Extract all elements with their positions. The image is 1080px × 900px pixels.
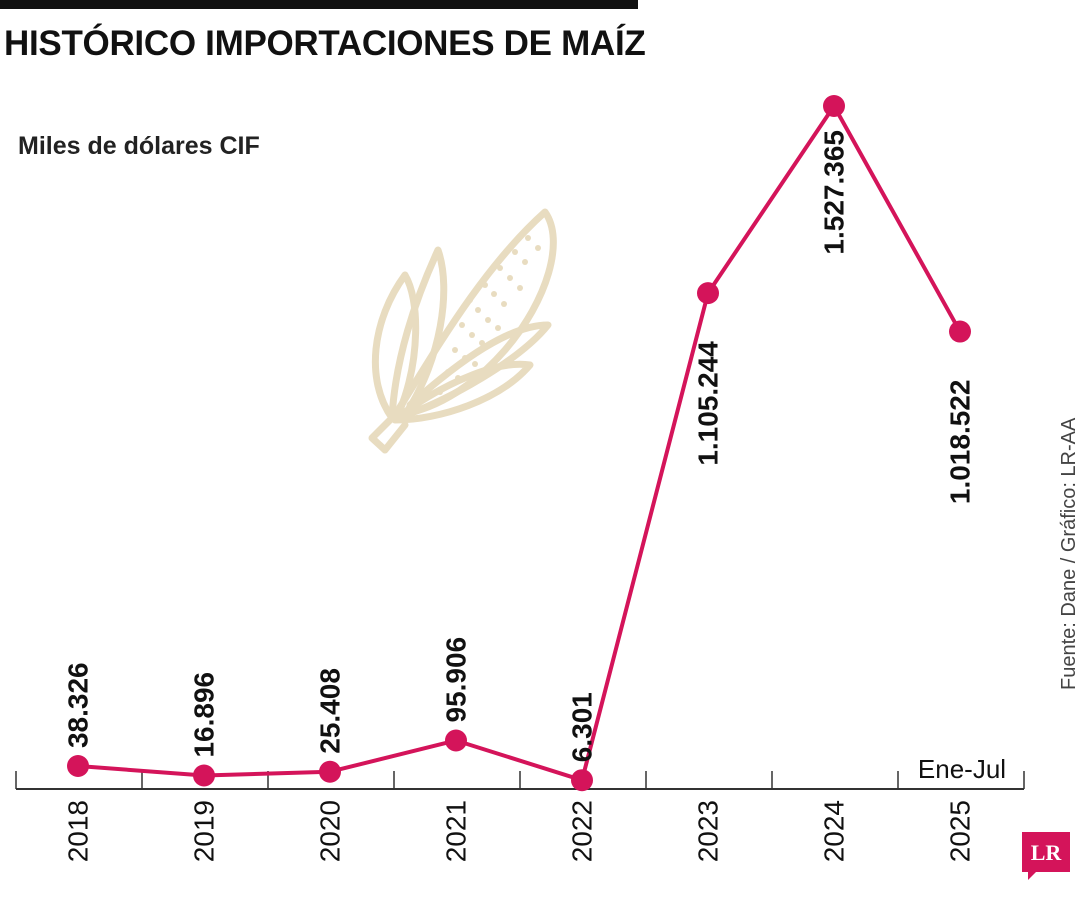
period-note: Ene-Jul: [918, 754, 1006, 784]
data-label: 1.105.244: [693, 341, 724, 466]
data-point: [823, 95, 845, 117]
lr-logo: LR: [1022, 832, 1070, 880]
data-point: [949, 320, 971, 343]
x-tick-label: 2022: [567, 800, 598, 862]
x-tick-label: 2019: [189, 800, 220, 862]
data-label: 16.896: [189, 672, 220, 758]
data-label: 1.018.522: [945, 380, 976, 505]
data-label: 6.301: [567, 692, 598, 762]
x-tick-label: 2023: [693, 800, 724, 862]
data-label: 1.527.365: [819, 130, 850, 255]
data-label: 95.906: [441, 637, 472, 723]
x-tick-label: 2025: [945, 800, 976, 862]
svg-text:LR: LR: [1031, 840, 1063, 865]
data-point: [193, 764, 215, 787]
series-line: [77, 104, 962, 783]
units-label: Miles de dólares CIF: [18, 132, 260, 160]
x-tick-label: 2018: [63, 800, 94, 862]
data-point: [319, 760, 341, 783]
source-note: Fuente: Dane / Gráfico: LR-AA: [1058, 417, 1080, 690]
data-point: [697, 282, 719, 305]
data-label: 38.326: [63, 662, 94, 748]
data-point: [67, 755, 89, 778]
x-tick-label: 2024: [819, 800, 850, 862]
x-tick-label: 2020: [315, 800, 346, 862]
x-tick-label: 2021: [441, 800, 472, 862]
chart-title: HISTÓRICO IMPORTACIONES DE MAÍZ: [4, 24, 646, 63]
top-rule: [0, 0, 638, 9]
data-point: [445, 729, 467, 752]
corn-cob-icon: [368, 208, 557, 454]
data-point: [571, 769, 593, 792]
data-label: 25.408: [315, 668, 346, 754]
